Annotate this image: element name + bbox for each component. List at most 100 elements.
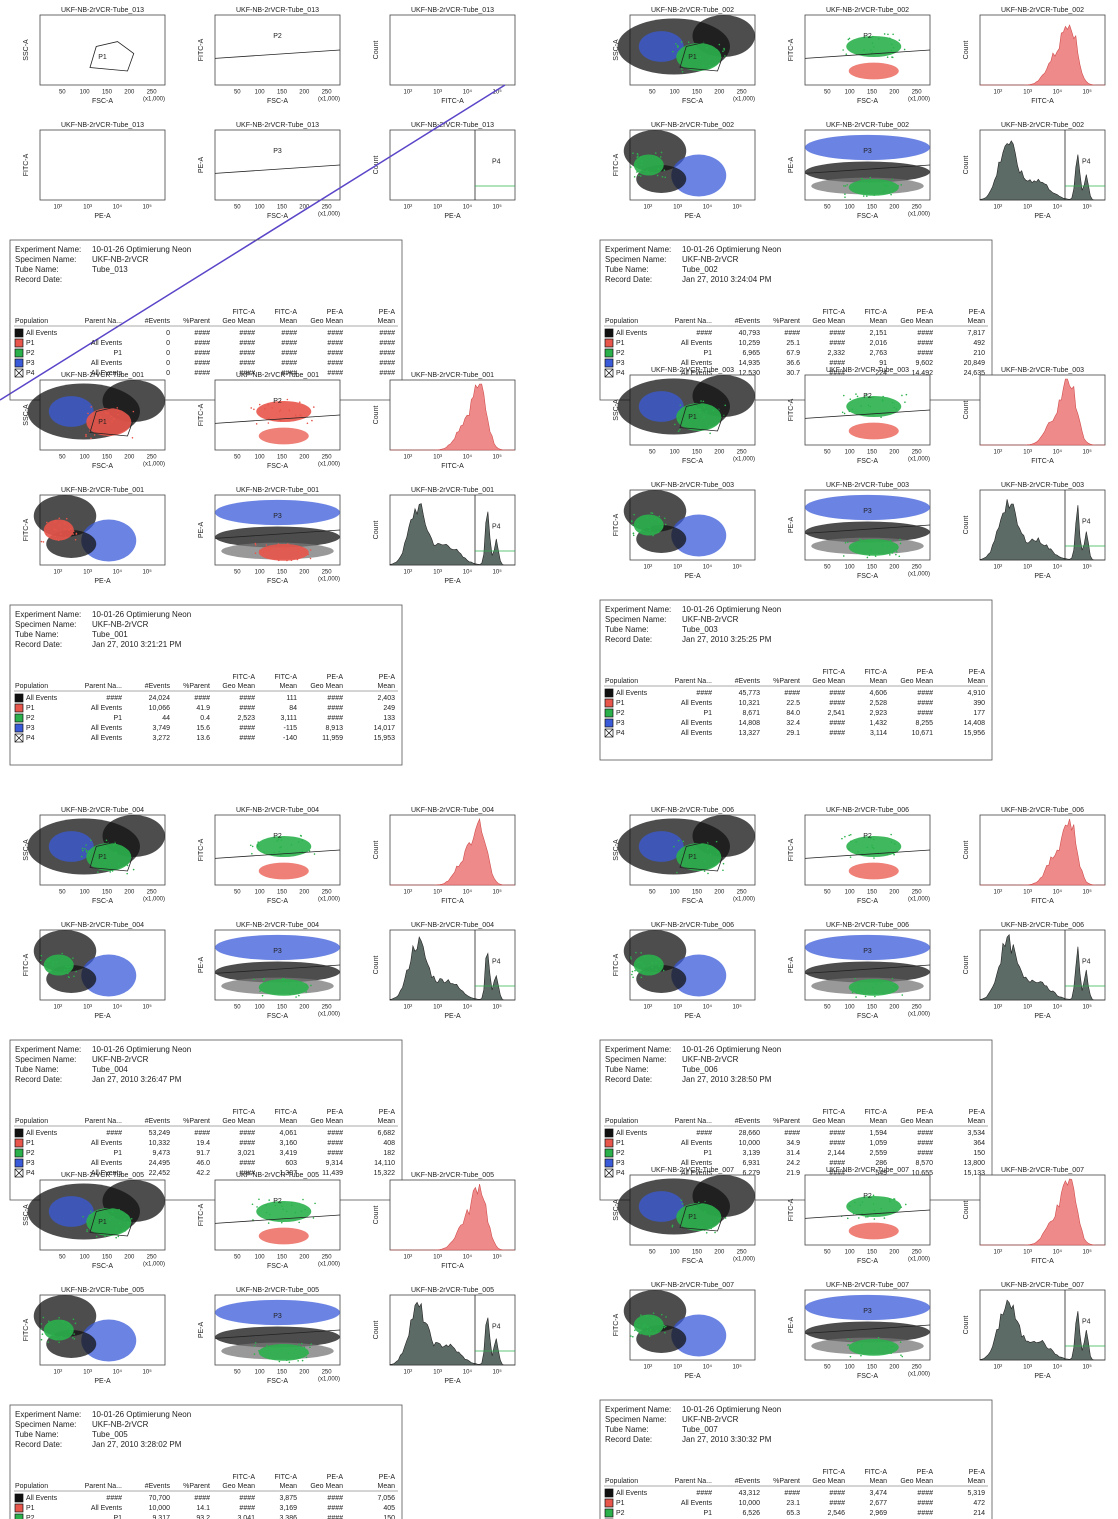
y-axis-label: PE-A bbox=[198, 957, 205, 974]
x-tick-label: 10⁴ bbox=[1053, 1004, 1063, 1011]
plot-title: UKF-NB-2rVCR-Tube_001 bbox=[411, 487, 494, 494]
dot bbox=[60, 533, 62, 535]
table-cell: 22.5 bbox=[786, 700, 800, 707]
dot bbox=[268, 422, 270, 424]
table-cell: P3 bbox=[26, 360, 35, 367]
dot bbox=[297, 559, 299, 561]
x-tick-label: 10⁵ bbox=[143, 204, 153, 211]
info-value: Tube_002 bbox=[682, 265, 718, 274]
x-tick-label: 250 bbox=[912, 1250, 923, 1256]
info-label: Experiment Name: bbox=[605, 245, 671, 254]
dot bbox=[262, 995, 264, 997]
dot bbox=[718, 1218, 720, 1220]
info-value: UKF-NB-2rVCR bbox=[92, 1055, 149, 1064]
table-cell: 1,594 bbox=[869, 1130, 887, 1137]
dot bbox=[689, 1211, 691, 1213]
dot bbox=[295, 1349, 297, 1351]
dot bbox=[117, 414, 119, 416]
table-cell: 13,327 bbox=[739, 730, 761, 737]
x-tick-unit: (x1,000) bbox=[908, 897, 930, 903]
dot bbox=[678, 1214, 680, 1216]
x-tick-label: 10⁵ bbox=[733, 1004, 743, 1011]
table-header: PE-A bbox=[917, 669, 934, 676]
plot-title: UKF-NB-2rVCR-Tube_002 bbox=[651, 122, 734, 129]
dot bbox=[259, 550, 261, 552]
dot bbox=[632, 971, 634, 973]
table-header: %Parent bbox=[183, 1483, 210, 1490]
table-cell: 0 bbox=[166, 330, 170, 337]
table-cell: #### bbox=[829, 1130, 845, 1137]
dot bbox=[884, 1217, 886, 1219]
x-tick-label: 10³ bbox=[1023, 890, 1032, 896]
x-tick-label: 10² bbox=[644, 565, 653, 571]
dot bbox=[128, 1224, 130, 1226]
plot-title: UKF-NB-2rVCR-Tube_004 bbox=[411, 807, 494, 814]
dot bbox=[678, 840, 680, 842]
table-header: Population bbox=[15, 1483, 48, 1490]
dot bbox=[282, 983, 284, 985]
dot bbox=[111, 421, 113, 423]
dot bbox=[70, 528, 72, 530]
table-cell: 11,439 bbox=[322, 1170, 343, 1177]
plot-frame bbox=[390, 15, 515, 85]
x-axis-label: FSC-A bbox=[267, 213, 288, 220]
table-header: Parent Na... bbox=[85, 318, 122, 325]
gate-label: P2 bbox=[273, 833, 282, 840]
dot bbox=[635, 952, 637, 954]
table-header: PE-A bbox=[327, 1474, 344, 1481]
dot bbox=[703, 65, 705, 67]
population-swatch bbox=[605, 1149, 613, 1157]
table-cell: #### bbox=[327, 1505, 343, 1512]
x-tick-label: 100 bbox=[845, 205, 856, 211]
x-axis-label: FSC-A bbox=[267, 578, 288, 585]
y-axis-label: Count bbox=[963, 41, 970, 60]
dot bbox=[869, 177, 871, 179]
dot bbox=[663, 970, 665, 972]
info-label: Record Date: bbox=[605, 275, 652, 284]
x-axis-label: FITC-A bbox=[1031, 898, 1054, 905]
x-tick-label: 200 bbox=[299, 1370, 310, 1376]
dot bbox=[314, 1203, 316, 1205]
table-cell: P1 bbox=[26, 340, 35, 347]
dot bbox=[124, 1230, 126, 1232]
x-tick-label: 150 bbox=[867, 565, 878, 571]
y-axis-label: FITC-A bbox=[198, 838, 205, 861]
plot-title: UKF-NB-2rVCR-Tube_007 bbox=[826, 1282, 909, 1289]
dot bbox=[630, 1335, 632, 1337]
dot bbox=[682, 841, 684, 843]
dot bbox=[875, 979, 877, 981]
x-tick-label: 10⁵ bbox=[493, 569, 503, 576]
population-swatch bbox=[15, 1149, 23, 1157]
table-cell: #### bbox=[239, 1160, 255, 1167]
x-tick-unit: (x1,000) bbox=[143, 97, 165, 103]
dot bbox=[677, 46, 679, 48]
dot bbox=[104, 1235, 106, 1237]
x-tick-label: 100 bbox=[255, 455, 266, 461]
dot bbox=[288, 983, 290, 985]
dot bbox=[266, 1344, 268, 1346]
table-cell: #### bbox=[379, 360, 395, 367]
dot bbox=[118, 1209, 120, 1211]
dot bbox=[263, 851, 265, 853]
dot bbox=[886, 1347, 888, 1349]
info-label: Experiment Name: bbox=[605, 605, 671, 614]
dot bbox=[858, 1217, 860, 1219]
info-value: 10-01-26 Optimierung Neon bbox=[92, 610, 191, 619]
x-tick-label: 50 bbox=[824, 1005, 831, 1011]
dot bbox=[268, 550, 270, 552]
dot bbox=[664, 176, 666, 178]
dot-cloud bbox=[849, 863, 899, 880]
dot bbox=[281, 1222, 283, 1224]
gate-label: P1 bbox=[98, 854, 107, 861]
dot bbox=[890, 540, 892, 542]
dot bbox=[634, 176, 636, 178]
dot bbox=[848, 39, 850, 41]
table-header: PE-A bbox=[379, 1109, 396, 1116]
dot bbox=[89, 1214, 91, 1216]
x-tick-label: 10⁴ bbox=[463, 89, 473, 96]
page: {"axis_labels": ["FSC-A", "SSC-A", "FITC… bbox=[0, 0, 1118, 1519]
table-cell: P1 bbox=[616, 700, 625, 707]
plot-title: UKF-NB-2rVCR-Tube_003 bbox=[1001, 367, 1084, 374]
dot bbox=[884, 189, 886, 191]
dot bbox=[43, 541, 45, 543]
